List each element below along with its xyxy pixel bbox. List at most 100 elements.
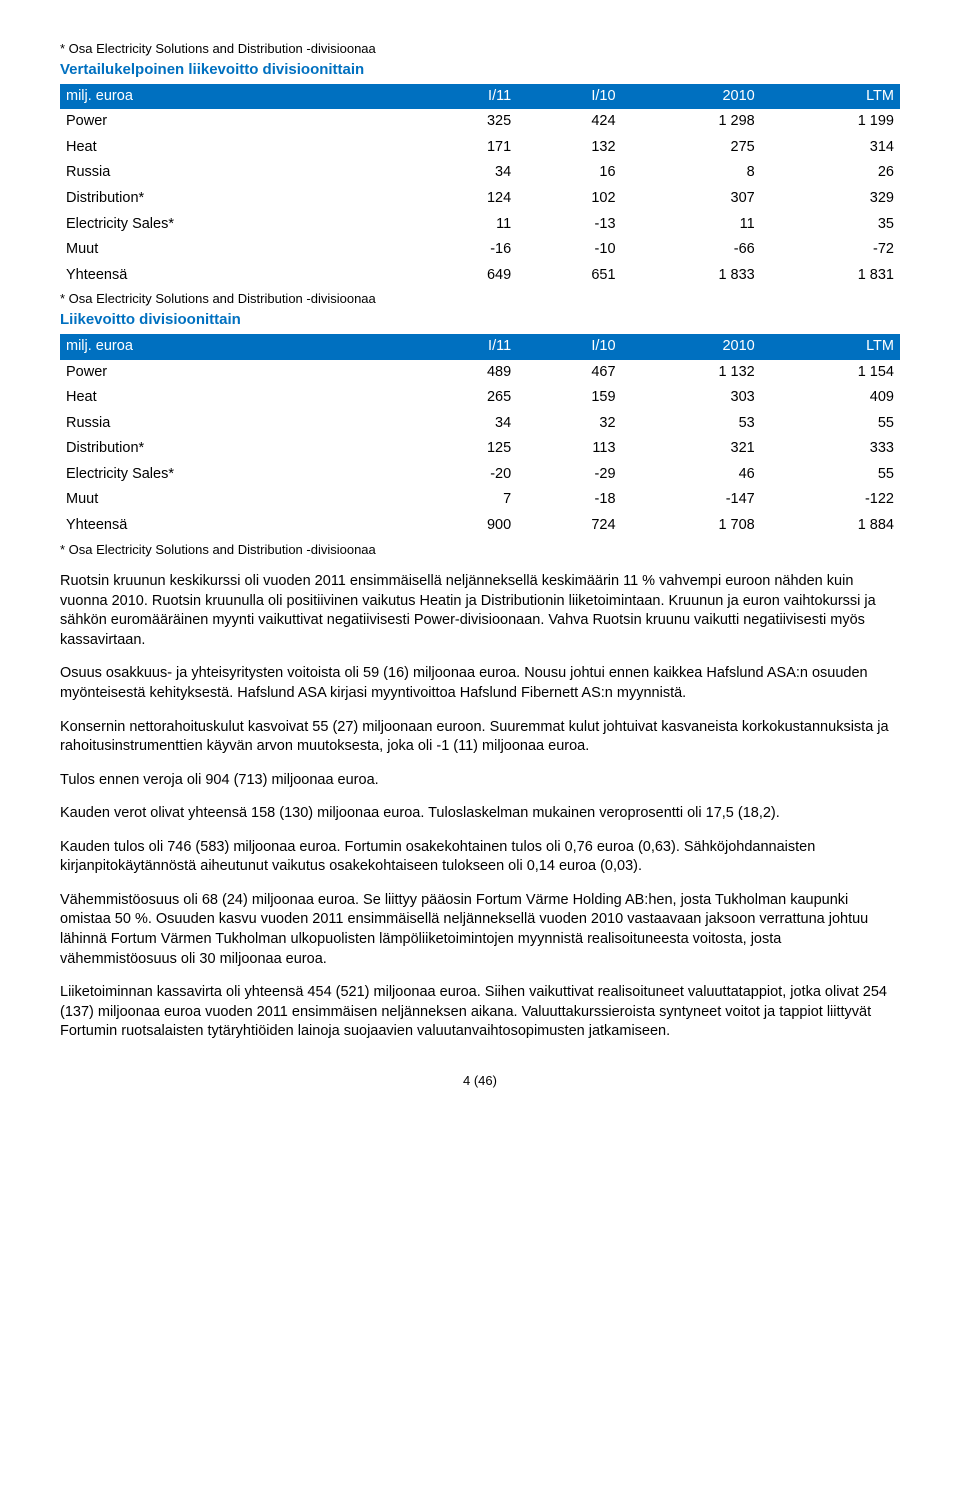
table2-title: Liikevoitto divisioonittain [60,310,900,330]
row-value: 724 [517,513,621,539]
body-paragraph: Kauden tulos oli 746 (583) miljoonaa eur… [60,838,900,877]
row-value: 307 [622,186,761,212]
table-row: Russia34325355 [60,411,900,437]
row-value: 55 [761,411,900,437]
row-value: 7 [413,487,517,513]
row-value: 1 199 [761,109,900,135]
table-row: Yhteensä6496511 8331 831 [60,263,900,289]
table1-title: Vertailukelpoinen liikevoitto divisiooni… [60,60,900,80]
row-value: 11 [413,212,517,238]
row-value: 132 [517,135,621,161]
row-label: Electricity Sales* [60,212,413,238]
table2-col-3: LTM [761,334,900,360]
row-label: Distribution* [60,186,413,212]
table1-col-1: I/10 [517,84,621,110]
body-paragraph: Liiketoiminnan kassavirta oli yhteensä 4… [60,983,900,1042]
footnote-table2: * Osa Electricity Solutions and Distribu… [60,541,900,559]
body-paragraph: Kauden verot olivat yhteensä 158 (130) m… [60,804,900,824]
row-value: 55 [761,462,900,488]
row-value: 424 [517,109,621,135]
row-value: -122 [761,487,900,513]
table-row: Russia3416826 [60,160,900,186]
row-value: 8 [622,160,761,186]
table-row: Distribution*125113321333 [60,436,900,462]
row-value: 1 833 [622,263,761,289]
row-value: 124 [413,186,517,212]
row-value: -10 [517,237,621,263]
body-paragraph: Osuus osakkuus- ja yhteisyritysten voito… [60,664,900,703]
row-value: 1 884 [761,513,900,539]
table-row: Power4894671 1321 154 [60,360,900,386]
row-value: -18 [517,487,621,513]
page-number: 4 (46) [60,1072,900,1090]
footnote-table1: * Osa Electricity Solutions and Distribu… [60,40,900,58]
table2: milj. euroa I/11 I/10 2010 LTM Power4894… [60,334,900,539]
row-value: 125 [413,436,517,462]
row-value: 314 [761,135,900,161]
table1-col-3: LTM [761,84,900,110]
row-value: 333 [761,436,900,462]
row-label: Yhteensä [60,513,413,539]
row-value: 651 [517,263,621,289]
row-value: 26 [761,160,900,186]
table2-col-2: 2010 [622,334,761,360]
row-value: 329 [761,186,900,212]
row-value: 1 154 [761,360,900,386]
row-label: Yhteensä [60,263,413,289]
table2-header-label: milj. euroa [60,334,413,360]
row-value: 409 [761,385,900,411]
row-value: 325 [413,109,517,135]
row-value: 1 831 [761,263,900,289]
table1-col-0: I/11 [413,84,517,110]
row-value: 32 [517,411,621,437]
body-paragraph: Ruotsin kruunun keskikurssi oli vuoden 2… [60,572,900,650]
row-value: 16 [517,160,621,186]
row-value: -72 [761,237,900,263]
row-value: 303 [622,385,761,411]
row-value: 275 [622,135,761,161]
row-value: -20 [413,462,517,488]
body-paragraph: Tulos ennen veroja oli 904 (713) miljoon… [60,771,900,791]
row-value: 321 [622,436,761,462]
row-label: Russia [60,411,413,437]
table-row: Distribution*124102307329 [60,186,900,212]
table-row: Electricity Sales*11-131135 [60,212,900,238]
table-row: Power3254241 2981 199 [60,109,900,135]
row-value: 159 [517,385,621,411]
row-label: Heat [60,385,413,411]
table-row: Electricity Sales*-20-294655 [60,462,900,488]
table2-col-1: I/10 [517,334,621,360]
row-value: -13 [517,212,621,238]
row-value: 1 298 [622,109,761,135]
row-label: Russia [60,160,413,186]
table-row: Muut-16-10-66-72 [60,237,900,263]
row-value: 53 [622,411,761,437]
row-value: 46 [622,462,761,488]
row-value: -16 [413,237,517,263]
table2-body: Power4894671 1321 154Heat265159303409Rus… [60,360,900,539]
row-value: 34 [413,411,517,437]
row-value: 34 [413,160,517,186]
table1-header-label: milj. euroa [60,84,413,110]
row-value: 900 [413,513,517,539]
row-value: 467 [517,360,621,386]
table1-body: Power3254241 2981 199Heat171132275314Rus… [60,109,900,288]
row-value: 171 [413,135,517,161]
row-label: Distribution* [60,436,413,462]
row-value: 489 [413,360,517,386]
table-row: Heat265159303409 [60,385,900,411]
body-paragraph: Vähemmistöosuus oli 68 (24) miljoonaa eu… [60,891,900,969]
row-value: -66 [622,237,761,263]
row-value: 265 [413,385,517,411]
row-label: Heat [60,135,413,161]
row-value: 102 [517,186,621,212]
row-value: 1 708 [622,513,761,539]
row-label: Electricity Sales* [60,462,413,488]
row-value: -147 [622,487,761,513]
row-value: 11 [622,212,761,238]
table-row: Heat171132275314 [60,135,900,161]
row-value: 649 [413,263,517,289]
row-label: Muut [60,237,413,263]
table-row: Muut7-18-147-122 [60,487,900,513]
row-label: Power [60,109,413,135]
